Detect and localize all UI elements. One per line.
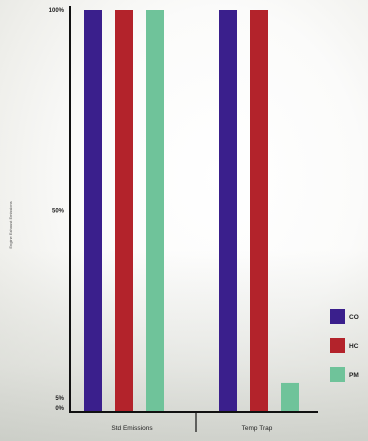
y-tick-label: 50% [52, 209, 65, 215]
legend-label: PM [349, 372, 359, 379]
background-haze [0, 250, 368, 441]
category-label: Std Emissions [111, 425, 153, 432]
y-tick-label: 100% [49, 8, 65, 14]
bar-co-2 [219, 10, 237, 411]
legend-label: HC [349, 343, 359, 350]
bar-hc-2 [250, 10, 268, 411]
legend-swatch-pm [330, 367, 345, 382]
legend-swatch-co [330, 309, 345, 324]
y-axis-label: Engine Exhaust Emissions [8, 201, 13, 248]
legend-label: CO [349, 314, 359, 321]
bar-hc-1 [115, 10, 133, 411]
bar-pm-2 [281, 382, 299, 411]
bar-pm-1 [146, 10, 164, 411]
y-tick-label: 5% [55, 396, 64, 402]
category-label: Temp Trap [242, 425, 273, 432]
bar-co-1 [84, 10, 102, 411]
legend-swatch-hc [330, 338, 345, 353]
y-tick-label: 0% [55, 406, 64, 412]
